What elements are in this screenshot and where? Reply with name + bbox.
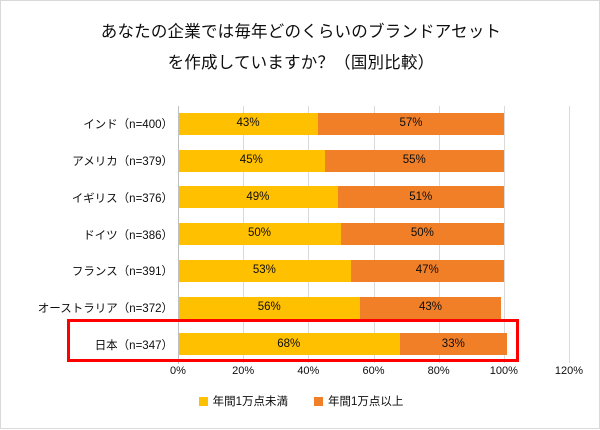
legend-swatch-icon bbox=[198, 396, 208, 406]
bar-row: 56% 43% bbox=[178, 290, 569, 327]
plot-area: 43% 57% 45% 55% 49% 51% 50% 50% 53% 47% 56% 43% 68% 3… bbox=[178, 106, 570, 363]
legend-label: 年間1万点以上 bbox=[328, 396, 404, 408]
bar-segment-high: 50% bbox=[340, 223, 504, 246]
bar-value-label: 56% bbox=[257, 300, 281, 313]
gridline-100% bbox=[503, 106, 505, 363]
bar-value-label: 43% bbox=[236, 117, 260, 130]
bar-segment-low: 45% bbox=[178, 149, 325, 172]
y-axis-line bbox=[178, 106, 179, 364]
bar-row: 43% 57% bbox=[178, 106, 569, 143]
bar-segment-high: 55% bbox=[324, 149, 504, 172]
bar-segment-high: 47% bbox=[350, 259, 504, 282]
stacked-bar: 45% 55% bbox=[178, 149, 504, 172]
bar-value-label: 50% bbox=[410, 227, 434, 240]
bar-value-label: 43% bbox=[418, 300, 443, 313]
chart-title: あなたの企業では毎年どのくらいのブランドアセット を作成していますか？（国別比較… bbox=[1, 17, 600, 79]
x-tick-label: 0% bbox=[170, 365, 186, 377]
bar-segment-low: 50% bbox=[178, 223, 341, 246]
stacked-bar: 56% 43% bbox=[178, 296, 501, 319]
x-tick-label: 80% bbox=[427, 365, 450, 377]
stacked-bar: 50% 50% bbox=[178, 223, 504, 246]
bar-segment-high: 57% bbox=[318, 113, 504, 135]
bar-value-label: 55% bbox=[402, 153, 426, 166]
y-axis-label-0: インド（n=400） bbox=[83, 119, 173, 132]
bar-row: 68% 33% bbox=[178, 326, 569, 363]
bar-segment-low: 49% bbox=[178, 186, 338, 209]
bar-segment-high: 33% bbox=[399, 333, 508, 356]
y-axis-label-5: オーストラリア（n=372） bbox=[37, 302, 173, 315]
bar-value-label: 33% bbox=[441, 337, 465, 350]
bar-row: 49% 51% bbox=[178, 179, 569, 216]
chart-title-line-1: あなたの企業では毎年どのくらいのブランドアセット bbox=[100, 23, 502, 41]
bar-value-label: 47% bbox=[415, 264, 439, 277]
x-tick-label: 60% bbox=[362, 365, 385, 377]
y-axis-category-labels: インド（n=400） アメリカ（n=379） イギリス（n=376） ドイツ（n=38… bbox=[1, 106, 173, 363]
gridline-120% bbox=[569, 106, 570, 363]
stacked-bar: 53% 47% bbox=[178, 259, 504, 282]
x-tick-label: 120% bbox=[554, 365, 584, 377]
bar-value-label: 53% bbox=[252, 264, 276, 277]
bar-segment-high: 43% bbox=[360, 296, 501, 319]
bar-row: 53% 47% bbox=[178, 253, 569, 290]
x-axis-tick-labels: 0% 20% 40% 60% 80% 100% 120% bbox=[170, 365, 583, 385]
y-axis-label-3: ドイツ（n=386） bbox=[83, 229, 173, 242]
bar-segment-low: 43% bbox=[178, 113, 319, 135]
bar-value-label: 50% bbox=[247, 227, 271, 240]
bar-segment-low: 68% bbox=[178, 333, 400, 356]
legend-item-0[interactable]: 年間1万点未満 bbox=[198, 393, 288, 409]
bar-value-label: 68% bbox=[277, 337, 301, 350]
bar-value-label: 51% bbox=[409, 190, 433, 203]
y-axis-label-2: イギリス（n=376） bbox=[71, 192, 173, 205]
bar-value-label: 49% bbox=[246, 190, 270, 203]
stacked-bar: 43% 57% bbox=[178, 113, 504, 135]
bar-segment-high: 51% bbox=[337, 186, 504, 209]
x-tick-label: 100% bbox=[489, 365, 518, 377]
y-axis-label-6: 日本（n=347） bbox=[94, 339, 173, 352]
x-tick-label: 40% bbox=[297, 365, 320, 377]
chart-title-line-2: を作成していますか？（国別比較） bbox=[167, 54, 435, 72]
chart-legend: 年間1万点未満 年間1万点以上 bbox=[1, 393, 600, 409]
legend-item-1[interactable]: 年間1万点以上 bbox=[314, 393, 403, 409]
stacked-bar: 68% 33% bbox=[178, 333, 508, 356]
bar-value-label: 45% bbox=[239, 153, 263, 166]
bar-row: 50% 50% bbox=[178, 216, 569, 253]
bar-row: 45% 55% bbox=[178, 143, 569, 180]
bar-segment-low: 56% bbox=[178, 296, 361, 319]
stacked-bar: 49% 51% bbox=[178, 186, 504, 209]
y-axis-label-1: アメリカ（n=379） bbox=[72, 156, 173, 169]
x-tick-label: 20% bbox=[232, 365, 255, 377]
y-axis-label-4: フランス（n=391） bbox=[71, 266, 173, 279]
legend-swatch-icon bbox=[314, 396, 323, 406]
bar-value-label: 57% bbox=[399, 117, 423, 130]
bar-segment-low: 53% bbox=[178, 259, 351, 282]
legend-label: 年間1万点未満 bbox=[212, 396, 288, 408]
